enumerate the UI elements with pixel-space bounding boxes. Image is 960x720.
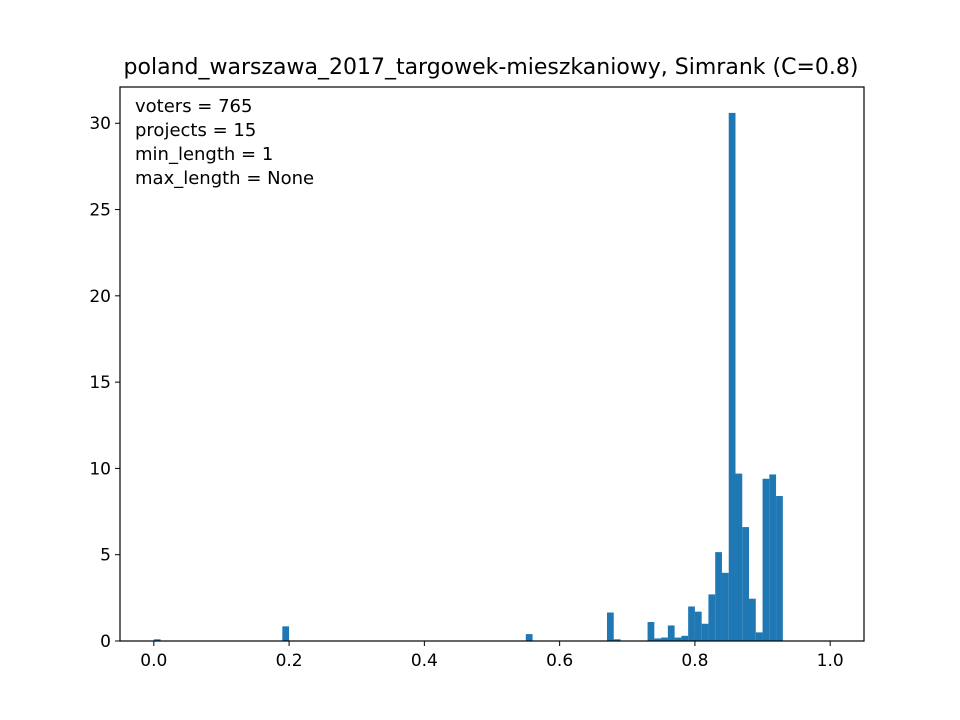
- annotation-line: voters = 765: [135, 96, 252, 117]
- x-tick-label: 0.2: [276, 651, 303, 671]
- histogram-bar-18: [735, 473, 743, 641]
- histogram-bar-6: [654, 638, 662, 641]
- x-tick-label: 0.8: [681, 651, 708, 671]
- histogram-bar-10: [681, 635, 689, 641]
- histogram-bar-1: [282, 626, 290, 641]
- y-tick-label: 5: [100, 546, 111, 566]
- plot-frame: [119, 86, 865, 642]
- histogram-bar-2: [525, 634, 533, 641]
- histogram-bar-9: [674, 637, 682, 641]
- histogram-bar-12: [694, 611, 702, 641]
- annotation-block: voters = 765 projects = 15 min_length = 1 m…: [135, 96, 314, 189]
- annotation-line: projects = 15: [135, 120, 256, 141]
- y-tick-label: 25: [89, 201, 111, 221]
- x-axis: 0.0 0.2 0.4 0.6 0.8 1.0: [140, 641, 844, 671]
- x-tick-label: 0.0: [140, 651, 167, 671]
- histogram-bar-22: [762, 478, 770, 641]
- histogram-bar-15: [715, 552, 722, 641]
- histogram-bar-19: [742, 527, 750, 641]
- x-tick-label: 0.6: [546, 651, 573, 671]
- x-tick-label: 1.0: [817, 651, 844, 671]
- histogram-bar-3: [606, 612, 614, 641]
- annotation-line: min_length = 1: [135, 144, 273, 165]
- chart-title: poland_warszawa_2017_targowek-mieszkanio…: [124, 55, 859, 80]
- histogram-bar-8: [667, 625, 675, 641]
- histogram-bar-13: [701, 623, 709, 641]
- histogram-bar-5: [647, 622, 655, 641]
- histogram-bar-14: [708, 594, 716, 641]
- histogram-bar-4: [613, 639, 621, 641]
- histogram-bar-11: [688, 606, 695, 641]
- histogram-bar-21: [755, 632, 763, 641]
- histogram-bar-20: [749, 598, 756, 641]
- histogram-bar-23: [769, 474, 777, 641]
- histogram-bar-16: [721, 572, 729, 641]
- y-axis: 0 5 10 15 20 25 30: [89, 114, 120, 652]
- histogram-bar-7: [661, 637, 668, 641]
- y-tick-label: 20: [89, 287, 111, 307]
- histogram-bar-0: [153, 639, 161, 641]
- y-tick-label: 10: [89, 459, 111, 479]
- y-tick-label: 0: [100, 632, 111, 652]
- histogram-bar-17: [728, 112, 736, 641]
- histogram-bar-24: [776, 496, 783, 641]
- y-tick-label: 15: [89, 373, 111, 393]
- bars-group: [153, 112, 783, 641]
- x-tick-label: 0.4: [411, 651, 438, 671]
- y-tick-label: 30: [89, 114, 111, 134]
- annotation-line: max_length = None: [135, 168, 314, 189]
